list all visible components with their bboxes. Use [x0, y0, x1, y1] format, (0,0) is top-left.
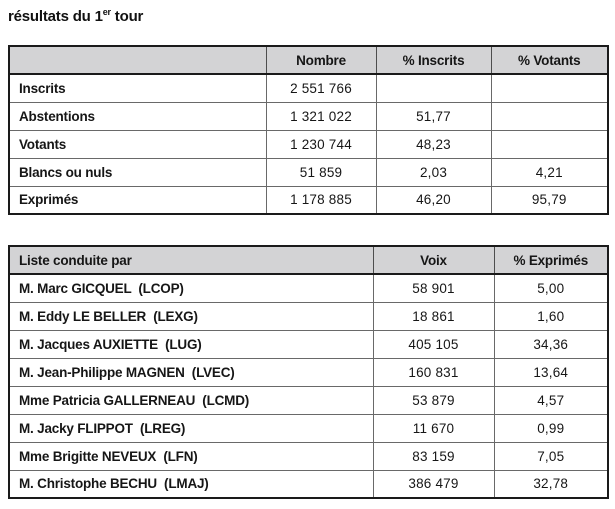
- summary-table: Nombre % Inscrits % Votants Inscrits 2 55…: [8, 45, 609, 215]
- results-row-pct_exprimes: 4,57: [493, 385, 609, 415]
- results-row-label: M. Marc GICQUEL (LCOP): [8, 273, 374, 303]
- results-row-pct_exprimes: 13,64: [493, 357, 609, 387]
- summary-row-pct_inscrits: 46,20: [375, 185, 492, 215]
- results-row-voix: 405 105: [372, 329, 495, 359]
- results-row-pct_exprimes: 32,78: [493, 469, 609, 499]
- page-title-main: résultats du 1: [8, 8, 103, 25]
- summary-header-pct-votants: % Votants: [490, 45, 609, 75]
- summary-row: Exprimés 1 178 885 46,20 95,79: [8, 185, 609, 215]
- summary-row-pct_votants: 4,21: [490, 157, 609, 187]
- results-row-label: M. Jean-Philippe MAGNEN (LVEC): [8, 357, 374, 387]
- results-row-pct_exprimes: 7,05: [493, 441, 609, 471]
- results-row-pct_exprimes: 1,60: [493, 301, 609, 331]
- summary-row-pct_votants: [490, 101, 609, 131]
- summary-row: Votants 1 230 744 48,23: [8, 129, 609, 159]
- results-header-pct-exprimes: % Exprimés: [493, 245, 609, 275]
- summary-row: Inscrits 2 551 766: [8, 73, 609, 103]
- summary-table-body: Inscrits 2 551 766 Abstentions 1 321 022 51,…: [8, 73, 609, 215]
- results-row-voix: 386 479: [372, 469, 495, 499]
- results-row: M. Eddy LE BELLER (LEXG) 18 861 1,60: [8, 301, 609, 331]
- summary-header-empty: [8, 45, 267, 75]
- results-row-label: Mme Brigitte NEVEUX (LFN): [8, 441, 374, 471]
- summary-row-label: Inscrits: [8, 73, 267, 103]
- summary-header-row: Nombre % Inscrits % Votants: [8, 45, 609, 75]
- results-header-row: Liste conduite par Voix % Exprimés: [8, 245, 609, 275]
- summary-row-pct_inscrits: [375, 73, 492, 103]
- results-row-voix: 53 879: [372, 385, 495, 415]
- results-row-pct_exprimes: 0,99: [493, 413, 609, 443]
- summary-row-nombre: 2 551 766: [265, 73, 377, 103]
- results-row-label: M. Eddy LE BELLER (LEXG): [8, 301, 374, 331]
- results-row: Mme Patricia GALLERNEAU (LCMD) 53 879 4,57: [8, 385, 609, 415]
- summary-row-label: Votants: [8, 129, 267, 159]
- results-header-liste: Liste conduite par: [8, 245, 374, 275]
- summary-row-nombre: 1 178 885: [265, 185, 377, 215]
- page-title: résultats du 1er tour: [8, 7, 143, 25]
- summary-row-pct_votants: 95,79: [490, 185, 609, 215]
- results-table: Liste conduite par Voix % Exprimés M. Ma…: [8, 245, 609, 499]
- summary-header-pct-inscrits: % Inscrits: [375, 45, 492, 75]
- summary-row-pct_inscrits: 48,23: [375, 129, 492, 159]
- summary-row-label: Exprimés: [8, 185, 267, 215]
- summary-row-pct_votants: [490, 73, 609, 103]
- results-row-voix: 160 831: [372, 357, 495, 387]
- summary-header-nombre: Nombre: [265, 45, 377, 75]
- summary-row-nombre: 51 859: [265, 157, 377, 187]
- summary-row-pct_inscrits: 2,03: [375, 157, 492, 187]
- results-row: M. Jean-Philippe MAGNEN (LVEC) 160 831 13,…: [8, 357, 609, 387]
- summary-row-nombre: 1 230 744: [265, 129, 377, 159]
- results-row-voix: 18 861: [372, 301, 495, 331]
- summary-row-pct_inscrits: 51,77: [375, 101, 492, 131]
- results-row-voix: 58 901: [372, 273, 495, 303]
- summary-row: Blancs ou nuls 51 859 2,03 4,21: [8, 157, 609, 187]
- results-row-label: M. Christophe BECHU (LMAJ): [8, 469, 374, 499]
- results-row-label: M. Jacky FLIPPOT (LREG): [8, 413, 374, 443]
- results-row: M. Christophe BECHU (LMAJ) 386 479 32,78: [8, 469, 609, 499]
- summary-row-label: Blancs ou nuls: [8, 157, 267, 187]
- page-title-superscript: er: [102, 7, 111, 17]
- results-row-label: Mme Patricia GALLERNEAU (LCMD): [8, 385, 374, 415]
- results-row-pct_exprimes: 34,36: [493, 329, 609, 359]
- summary-row-label: Abstentions: [8, 101, 267, 131]
- results-row: Mme Brigitte NEVEUX (LFN) 83 159 7,05: [8, 441, 609, 471]
- summary-row: Abstentions 1 321 022 51,77: [8, 101, 609, 131]
- results-row-voix: 11 670: [372, 413, 495, 443]
- results-row-label: M. Jacques AUXIETTE (LUG): [8, 329, 374, 359]
- page-title-rest: tour: [110, 8, 144, 25]
- results-row-voix: 83 159: [372, 441, 495, 471]
- summary-row-nombre: 1 321 022: [265, 101, 377, 131]
- results-row: M. Jacky FLIPPOT (LREG) 11 670 0,99: [8, 413, 609, 443]
- results-row: M. Marc GICQUEL (LCOP) 58 901 5,00: [8, 273, 609, 303]
- results-row-pct_exprimes: 5,00: [493, 273, 609, 303]
- results-table-body: M. Marc GICQUEL (LCOP) 58 901 5,00 M. Eddy …: [8, 273, 609, 499]
- summary-row-pct_votants: [490, 129, 609, 159]
- results-row: M. Jacques AUXIETTE (LUG) 405 105 34,36: [8, 329, 609, 359]
- results-header-voix: Voix: [372, 245, 495, 275]
